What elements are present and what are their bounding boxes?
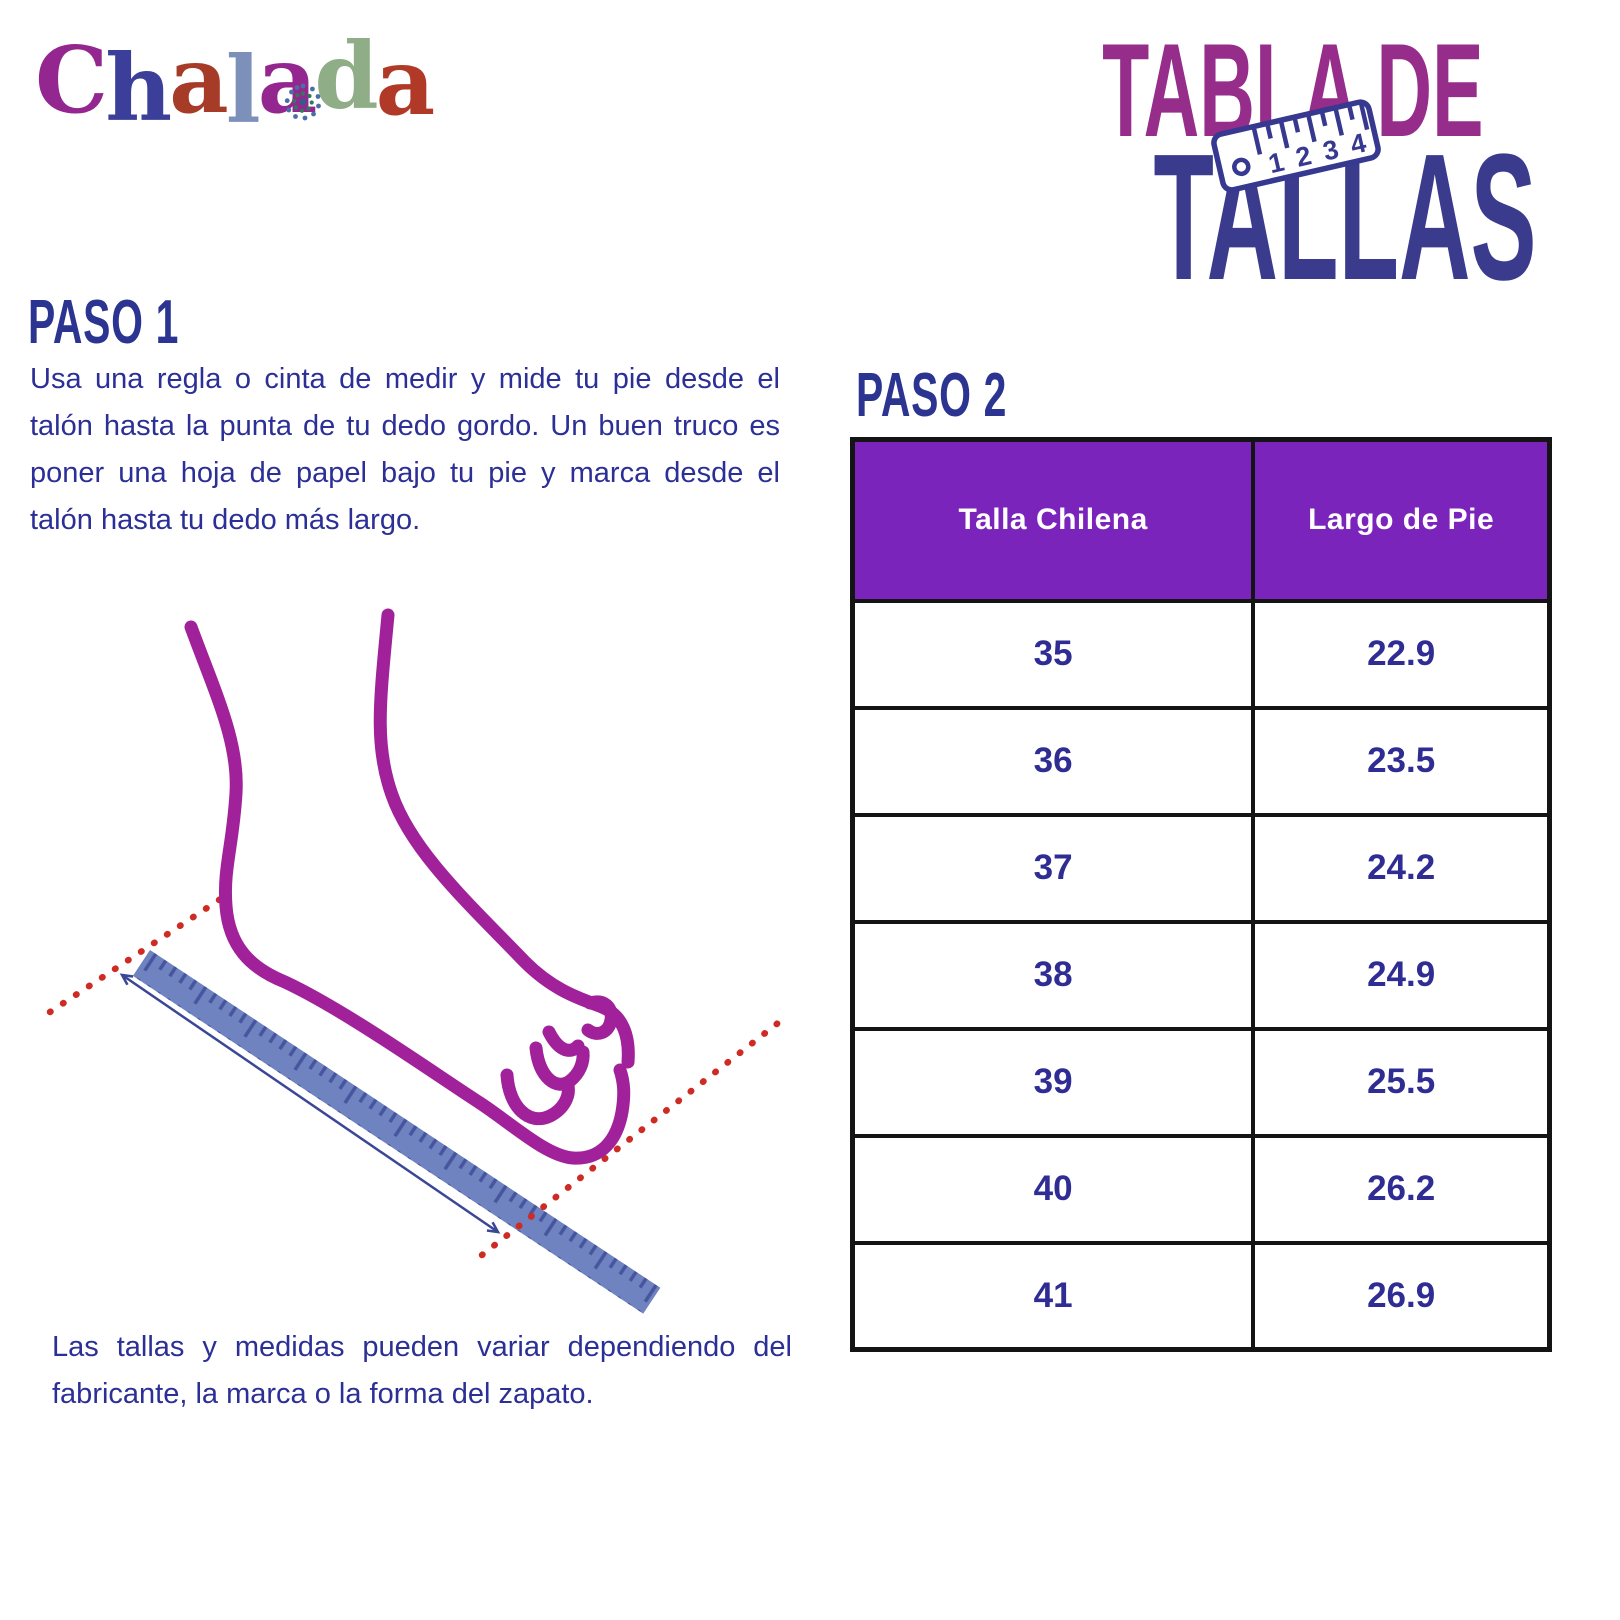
table-row: 40 26.2 [850,1133,1552,1245]
logo-letter: C [35,26,108,134]
table-row: 41 26.9 [850,1240,1552,1352]
step1-heading: PASO 1 [28,288,180,357]
talla-cell: 37 [850,812,1256,924]
ruler-number: 4 [1347,128,1368,161]
column-header-talla-chilena: Talla Chilena [850,437,1256,603]
table-row: 38 24.9 [850,919,1552,1031]
foot-measurement-illustration [46,608,782,1314]
logo-letter: a [375,28,436,136]
ruler-number: 3 [1320,134,1341,167]
logo-letter: a [169,26,229,134]
largo-cell: 26.2 [1251,1133,1552,1245]
logo-letter: a [257,26,318,134]
step1-instructions: Usa una regla o cinta de medir y mide tu… [30,363,780,536]
logo-letter: d [314,22,378,130]
logo-flower-icon [284,83,321,121]
disclaimer-text: Las tallas y medidas pueden variar depen… [52,1331,792,1410]
ruler-number: 1 [1266,147,1287,180]
step2-heading: PASO 2 [856,361,1008,430]
toe-boundary-dotted-line [478,1019,782,1259]
ruler-zero-hole [1232,157,1251,177]
ruler-tick-marks [1251,103,1370,155]
largo-cell: 26.9 [1251,1240,1552,1352]
logo-letter: l [225,36,261,144]
table-row: 39 25.5 [850,1026,1552,1138]
talla-cell: 35 [850,598,1256,710]
talla-cell: 38 [850,919,1256,1031]
table-row: 37 24.2 [850,812,1552,924]
talla-cell: 41 [850,1240,1256,1352]
talla-cell: 40 [850,1133,1256,1245]
measurement-arrow [122,975,498,1232]
largo-cell: 24.9 [1251,919,1552,1031]
foot-outline [184,608,635,1165]
ruler-icon: 1 2 3 4 [1211,99,1381,193]
column-header-largo-de-pie: Largo de Pie [1251,437,1552,603]
brand-logo: Chalada [35,25,436,140]
largo-cell: 22.9 [1251,598,1552,710]
ruler-number: 2 [1293,140,1314,173]
table-row: 36 23.5 [850,705,1552,817]
logo-letter: h [105,34,172,142]
size-table-header-row: Talla Chilena Largo de Pie [850,437,1552,603]
largo-cell: 24.2 [1251,812,1552,924]
talla-cell: 39 [850,1026,1256,1138]
talla-cell: 36 [850,705,1256,817]
largo-cell: 23.5 [1251,705,1552,817]
largo-cell: 25.5 [1251,1026,1552,1138]
size-table: Talla Chilena Largo de Pie 35 22.9 36 23… [850,437,1552,1352]
table-row: 35 22.9 [850,598,1552,710]
heel-boundary-dotted-line [46,894,226,1016]
